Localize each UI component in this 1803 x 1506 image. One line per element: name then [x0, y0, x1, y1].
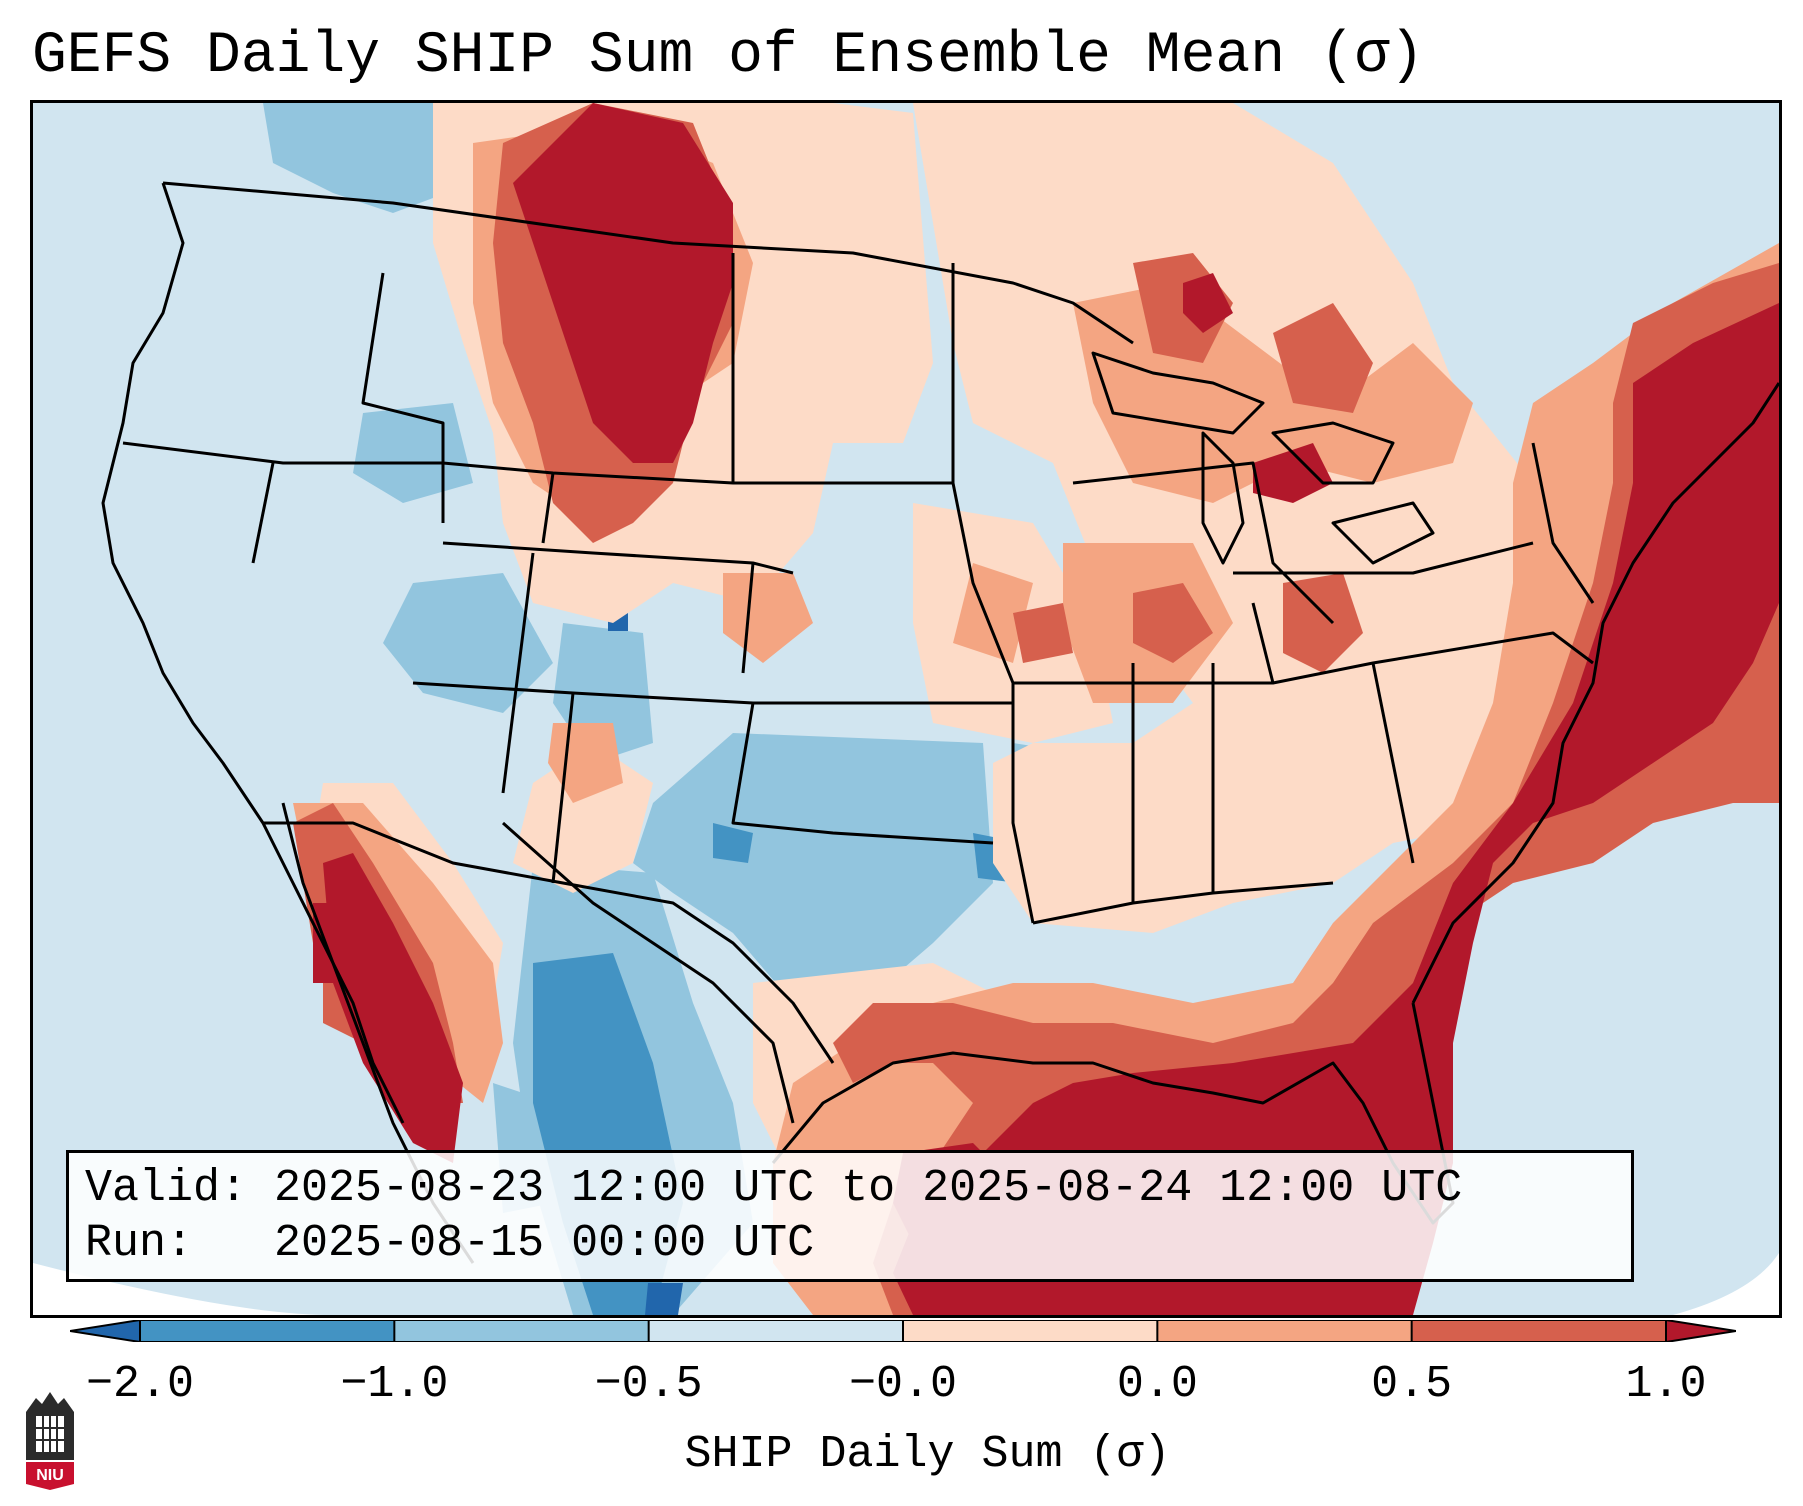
- ship-anomaly-map: [33, 103, 1779, 1315]
- colorbar-segment: [394, 1320, 650, 1342]
- run-label: Run:: [85, 1218, 194, 1269]
- colorbar-tick-label: −1.0: [340, 1359, 449, 1410]
- valid-value: 2025-08-23 12:00 UTC to 2025-08-24 12:00…: [274, 1163, 1463, 1214]
- run-value: 2025-08-15 00:00 UTC: [274, 1218, 815, 1269]
- colorbar-segment: [140, 1320, 395, 1342]
- colorbar-tick-label: −2.0: [85, 1359, 195, 1410]
- map-title: GEFS Daily SHIP Sum of Ensemble Mean (σ): [32, 24, 1425, 89]
- colorbar-tick-labels: −2.0 −1.0 −0.5 −0.0 0.0 0.5 1.0: [0, 1360, 1803, 1410]
- state-borders: [101, 181, 1779, 1264]
- colorbar: [70, 1320, 1736, 1342]
- colorbar-tick-label: 0.0: [1116, 1359, 1198, 1410]
- map-panel[interactable]: [30, 100, 1782, 1318]
- colorbar-tick-label: −0.0: [848, 1359, 958, 1410]
- valid-label: Valid:: [85, 1163, 248, 1214]
- colorbar-extend-low: [70, 1320, 140, 1342]
- domain-edge: [33, 1263, 333, 1315]
- colorbar-segment: [1411, 1320, 1667, 1342]
- run-line: Run: 2025-08-15 00:00 UTC: [85, 1216, 1615, 1271]
- colorbar-segment: [1157, 1320, 1413, 1342]
- colorbar-label: SHIP Daily Sum (σ): [684, 1429, 1171, 1480]
- niu-logo-text: NIU: [36, 1467, 64, 1484]
- colorbar-extend-high: [1666, 1320, 1736, 1342]
- colorbar-tick-label: −0.5: [594, 1359, 703, 1410]
- colorbar-tick-label: 1.0: [1625, 1359, 1707, 1410]
- colorbar-segment: [648, 1320, 904, 1342]
- valid-line: Valid: 2025-08-23 12:00 UTC to 2025-08-2…: [85, 1161, 1615, 1216]
- colorbar-segment: [903, 1320, 1158, 1342]
- niu-logo: NIU: [26, 1392, 74, 1490]
- valid-run-info: Valid: 2025-08-23 12:00 UTC to 2025-08-2…: [66, 1150, 1634, 1282]
- colorbar-tick-label: 0.5: [1371, 1359, 1453, 1410]
